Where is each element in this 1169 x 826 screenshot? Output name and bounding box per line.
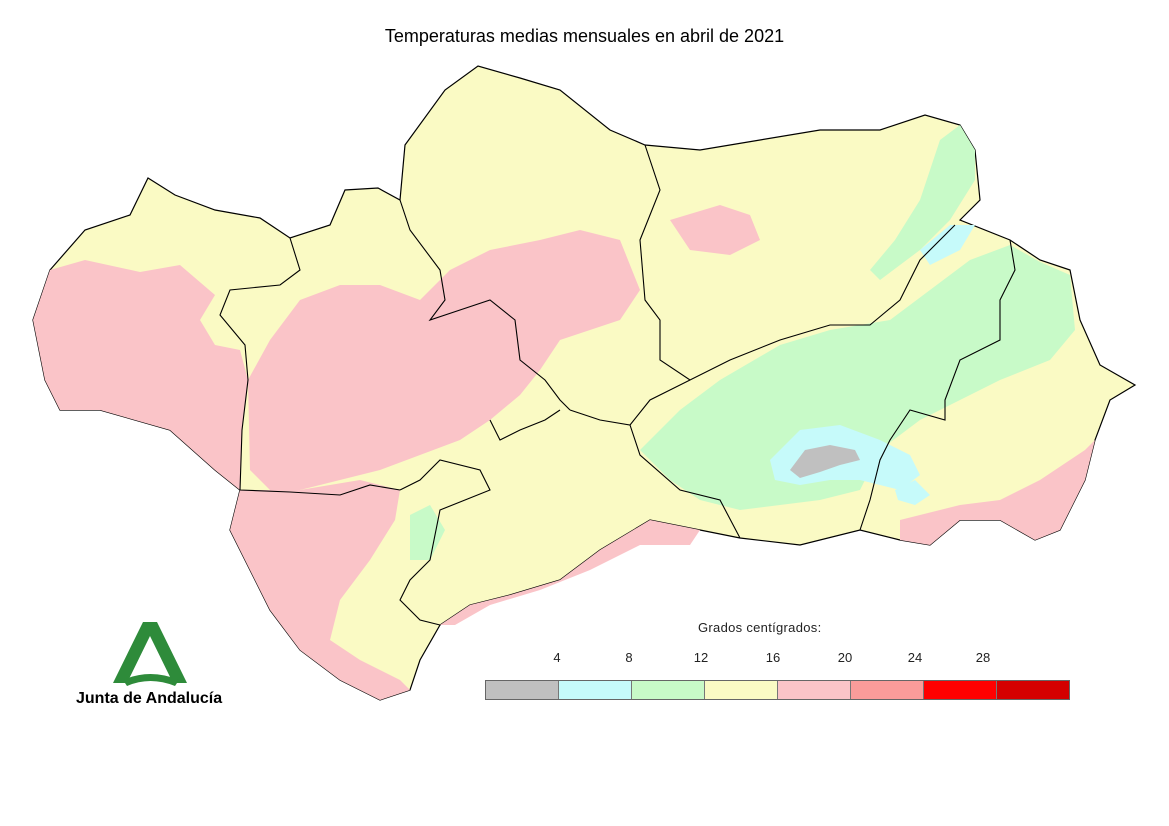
cool-zone-almeria-sierra <box>895 480 930 505</box>
junta-de-andalucia-logo-icon <box>113 622 187 686</box>
cool-zone-cazorla <box>920 225 975 265</box>
province-borders <box>219 144 1016 626</box>
legend-swatch-5 <box>851 681 924 699</box>
warm-zone-guadalquivir <box>248 230 640 490</box>
legend-swatch-0 <box>486 681 559 699</box>
legend-tick-16: 16 <box>765 650 781 665</box>
legend-swatch-4 <box>778 681 851 699</box>
legend-swatch-3 <box>705 681 778 699</box>
warm-zone-coast-almeria <box>900 440 1095 545</box>
warm-zone-west <box>33 260 248 490</box>
logo-text: Junta de Andalucía <box>76 690 223 707</box>
warm-zone-coast-malaga <box>440 520 700 625</box>
legend-tick-20: 20 <box>837 650 853 665</box>
mild-zone-east <box>870 125 975 280</box>
legend-tick-4: 4 <box>553 650 561 665</box>
legend-swatch-7 <box>997 681 1069 699</box>
legend-tick-8: 8 <box>625 650 633 665</box>
page-title: Temperaturas medias mensuales en abril d… <box>384 26 785 46</box>
warm-zone-jaen <box>670 205 760 255</box>
mild-zone-malaga-hills <box>410 505 445 560</box>
legend-tick-12: 12 <box>693 650 709 665</box>
legend-title: Grados centígrados: <box>698 620 822 635</box>
legend-swatch-6 <box>924 681 997 699</box>
legend-swatch-1 <box>559 681 632 699</box>
legend-tick-24: 24 <box>907 650 923 665</box>
legend-swatch-2 <box>632 681 705 699</box>
mild-zone-granada <box>640 245 1075 510</box>
legend-color-bar <box>485 680 1070 700</box>
warm-zone-cadiz <box>230 480 410 700</box>
legend-tick-28: 28 <box>975 650 991 665</box>
cold-zone-peaks <box>790 445 860 478</box>
